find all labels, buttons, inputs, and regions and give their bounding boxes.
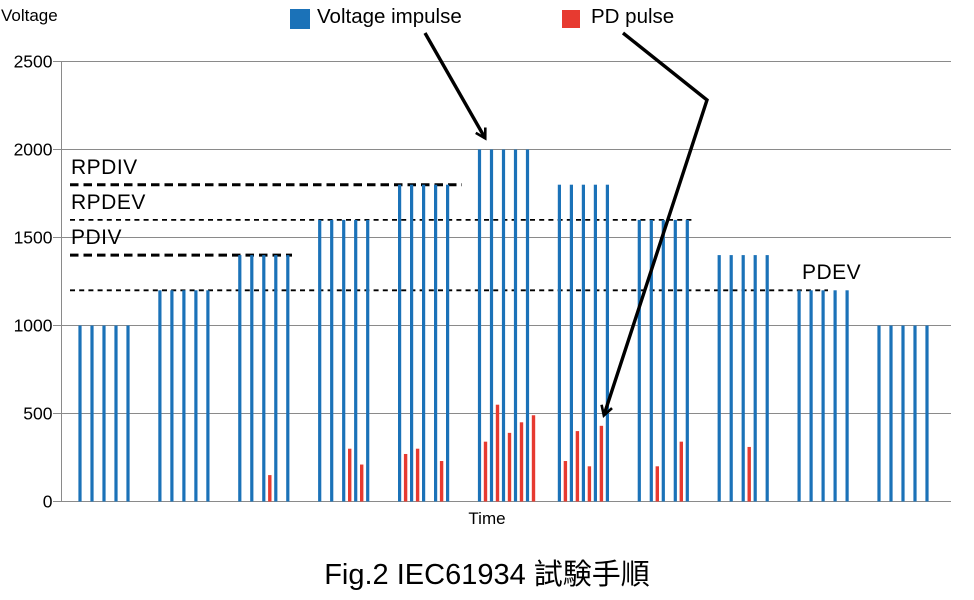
pd-pulse-bar bbox=[268, 475, 272, 502]
pd-pulse-bar bbox=[655, 466, 659, 502]
voltage-impulse-bar bbox=[685, 219, 689, 502]
threshold-label-pdev: PDEV bbox=[802, 261, 862, 285]
voltage-impulse-bar bbox=[274, 255, 278, 502]
voltage-impulse-bar bbox=[477, 149, 482, 502]
voltage-impulse-bar bbox=[649, 219, 653, 502]
chart-canvas: 0 500 1000 1500 2000 2500 bbox=[14, 31, 951, 512]
voltage-impulse-bar bbox=[557, 184, 561, 502]
pd-pulse-bar bbox=[531, 415, 536, 502]
voltage-impulse-bar bbox=[581, 184, 585, 502]
pd-pulse-bar bbox=[415, 448, 420, 502]
voltage-impulse-bar bbox=[158, 290, 162, 502]
voltage-impulse-bar bbox=[889, 325, 893, 502]
voltage-impulse-bar bbox=[821, 290, 825, 502]
voltage-impulse-bar bbox=[593, 184, 597, 502]
voltage-impulse-bar bbox=[366, 219, 370, 502]
threshold-label-rpdiv: RPDIV bbox=[71, 155, 138, 179]
voltage-impulse-bar bbox=[170, 290, 174, 502]
pd-pulse-bar bbox=[519, 422, 524, 502]
voltage-impulse-bar bbox=[753, 255, 757, 502]
pd-pulse-bar bbox=[507, 432, 512, 502]
voltage-impulse-bar bbox=[809, 290, 813, 502]
voltage-impulse-bar bbox=[501, 149, 506, 502]
voltage-impulse-bar bbox=[286, 255, 290, 502]
annotation-arrow bbox=[423, 32, 485, 138]
pd-pulse-bar bbox=[679, 441, 683, 502]
y-axis-tick-label: 500 bbox=[23, 404, 52, 424]
voltage-impulse-bar bbox=[330, 219, 334, 502]
y-axis-tick-label: 2500 bbox=[14, 52, 53, 72]
pd-pulse-bar bbox=[439, 461, 444, 502]
voltage-impulse-bar bbox=[422, 184, 426, 502]
pd-pulse-bar bbox=[599, 425, 604, 502]
pd-pulse-bar bbox=[483, 441, 488, 502]
pd-pulse-bar bbox=[563, 461, 568, 502]
y-axis-tick-label: 2000 bbox=[14, 140, 53, 160]
voltage-impulse-bar bbox=[605, 184, 609, 502]
voltage-impulse-bar bbox=[729, 255, 733, 502]
voltage-impulse-bar bbox=[410, 184, 414, 502]
pd-pulse-bar bbox=[348, 448, 352, 502]
threshold-label-rpdev: RPDEV bbox=[71, 190, 146, 214]
voltage-impulse-bar bbox=[717, 255, 721, 502]
voltage-impulse-bar bbox=[661, 219, 665, 502]
voltage-impulse-bar bbox=[673, 219, 677, 502]
voltage-impulse-bar bbox=[877, 325, 881, 502]
voltage-impulse-bar bbox=[434, 184, 438, 502]
voltage-impulse-bar bbox=[446, 184, 450, 502]
pd-pulse-bar bbox=[587, 466, 592, 502]
voltage-impulse-bar bbox=[318, 219, 322, 502]
pd-pulse-bar bbox=[403, 453, 408, 502]
voltage-impulse-bar bbox=[90, 325, 94, 502]
voltage-impulse-bar bbox=[525, 149, 530, 502]
voltage-impulse-bar bbox=[262, 255, 266, 502]
annotation-arrow bbox=[604, 31, 709, 415]
pd-pulse-bar bbox=[495, 404, 500, 502]
voltage-impulse-bar bbox=[741, 255, 745, 502]
x-axis-title: Time bbox=[468, 509, 506, 528]
pd-pulse-bar bbox=[575, 431, 580, 502]
voltage-impulse-bar bbox=[765, 255, 769, 502]
voltage-impulse-bar bbox=[913, 325, 917, 502]
y-axis-tick-label: 1000 bbox=[14, 316, 53, 336]
voltage-impulse-legend-label: Voltage impulse bbox=[317, 5, 462, 28]
voltage-impulse-bar bbox=[489, 149, 494, 502]
threshold-label-pdiv: PDIV bbox=[71, 226, 123, 250]
voltage-impulse-bar bbox=[194, 290, 198, 502]
voltage-impulse-bar bbox=[206, 290, 210, 502]
voltage-impulse-bar bbox=[354, 219, 358, 502]
voltage-impulse-bar bbox=[114, 325, 118, 502]
voltage-impulse-bar bbox=[78, 325, 82, 502]
voltage-impulse-bar bbox=[513, 149, 518, 502]
y-axis-title: Voltage bbox=[1, 6, 58, 25]
voltage-impulse-bar bbox=[569, 184, 573, 502]
figure-caption: Fig.2 IEC61934 試験手順 bbox=[324, 559, 650, 591]
voltage-impulse-bar bbox=[250, 255, 254, 502]
pd-pulse-legend-label: PD pulse bbox=[591, 5, 675, 28]
y-axis-tick-label: 1500 bbox=[14, 228, 53, 248]
pd-pulse-legend-swatch bbox=[562, 10, 580, 28]
y-axis-tick-label: 0 bbox=[43, 492, 53, 512]
voltage-impulse-bar bbox=[637, 219, 641, 502]
voltage-impulse-bar bbox=[126, 325, 130, 502]
voltage-impulse-bar bbox=[901, 325, 905, 502]
voltage-impulse-bar bbox=[342, 219, 346, 502]
voltage-impulse-bar bbox=[398, 184, 402, 502]
voltage-impulse-bar bbox=[797, 290, 801, 502]
voltage-impulse-bar bbox=[925, 325, 929, 502]
voltage-impulse-bar bbox=[182, 290, 186, 502]
voltage-impulse-bar bbox=[845, 290, 849, 502]
pd-pulse-bar bbox=[360, 464, 364, 502]
voltage-impulse-bar bbox=[238, 255, 242, 502]
voltage-impulse-bar bbox=[833, 290, 837, 502]
voltage-impulse-bar bbox=[102, 325, 106, 502]
voltage-impulse-legend-swatch bbox=[290, 9, 310, 29]
pd-pulse-bar bbox=[747, 446, 751, 502]
